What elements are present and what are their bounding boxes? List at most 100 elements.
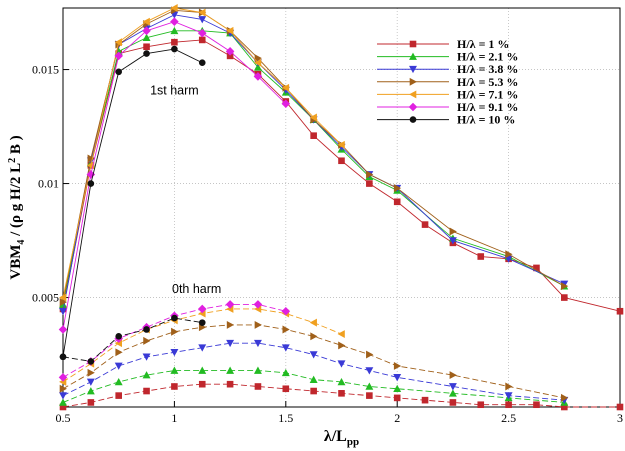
zeroth-harm-line xyxy=(62,317,203,362)
data-point xyxy=(225,300,235,309)
zeroth-harm-line xyxy=(62,383,620,408)
data-point xyxy=(142,371,151,379)
y-tick-label: 0.015 xyxy=(32,63,59,77)
data-point xyxy=(198,8,206,17)
data-point xyxy=(171,45,178,53)
legend-label: H/λ = 10 % xyxy=(457,113,515,127)
data-point xyxy=(253,300,263,309)
legend-label: H/λ = 2.1 % xyxy=(457,50,518,64)
data-point xyxy=(281,99,291,109)
data-point xyxy=(337,377,346,386)
data-point xyxy=(561,403,568,411)
first-harm-line xyxy=(62,48,203,357)
data-point xyxy=(449,227,457,236)
data-point xyxy=(409,65,417,74)
data-point xyxy=(393,198,401,206)
data-point xyxy=(448,389,457,397)
first-harm-line xyxy=(62,39,621,312)
data-point xyxy=(170,26,179,35)
data-point xyxy=(561,294,568,301)
data-point xyxy=(616,307,624,315)
data-point xyxy=(114,377,123,386)
data-point xyxy=(366,392,373,399)
data-point xyxy=(253,72,263,81)
data-point xyxy=(171,327,179,336)
data-point xyxy=(226,320,235,329)
data-point xyxy=(337,140,345,149)
first-harm-line xyxy=(62,9,565,303)
data-point xyxy=(533,264,540,272)
data-point xyxy=(198,16,207,24)
data-point xyxy=(59,298,67,307)
data-point xyxy=(282,325,290,334)
data-point xyxy=(170,4,178,12)
data-point xyxy=(59,293,67,302)
data-point xyxy=(448,237,457,245)
data-point xyxy=(114,362,123,370)
data-point xyxy=(142,26,151,36)
data-point xyxy=(59,384,67,393)
data-point xyxy=(409,52,417,60)
data-point xyxy=(310,387,317,395)
legend-label: H/λ = 3.8 % xyxy=(457,62,518,76)
data-point xyxy=(309,113,317,122)
data-point xyxy=(393,394,401,402)
annotation-label: 1st harm xyxy=(150,84,199,98)
legend: H/λ = 1 %H/λ = 2.1 %H/λ = 3.8 %H/λ = 5.3… xyxy=(377,37,518,127)
data-point xyxy=(338,157,345,165)
data-point xyxy=(87,358,95,365)
data-point xyxy=(171,38,178,46)
data-point xyxy=(253,339,262,348)
y-axis-title: VBM4 / (ρ g H/2 L2 B ) xyxy=(7,135,27,279)
data-point xyxy=(366,170,374,179)
data-point xyxy=(171,383,178,390)
data-point xyxy=(198,366,207,374)
x-tick-label: 1.5 xyxy=(278,411,293,425)
data-point xyxy=(170,366,179,374)
data-point xyxy=(114,38,122,47)
data-point xyxy=(143,43,150,51)
data-point xyxy=(393,374,402,382)
data-point xyxy=(115,348,123,357)
data-point xyxy=(253,58,262,67)
data-point xyxy=(393,362,402,370)
data-point xyxy=(408,102,418,112)
data-point xyxy=(421,221,429,228)
data-point xyxy=(281,83,290,92)
data-point xyxy=(87,368,95,377)
data-point xyxy=(198,319,206,326)
grid xyxy=(63,8,620,407)
axis-ticks: 0.5 1 1.5 2 2.5 3 0.005 0.01 0.015 xyxy=(32,63,623,425)
data-point xyxy=(448,383,457,391)
data-point xyxy=(409,77,417,86)
data-point xyxy=(338,390,345,397)
data-point xyxy=(59,392,67,400)
data-point xyxy=(310,132,317,139)
data-point xyxy=(393,184,402,193)
first-harm-line xyxy=(62,7,342,298)
y-tick-label: 0.01 xyxy=(38,177,59,191)
data-point xyxy=(226,366,235,374)
data-point xyxy=(226,52,234,60)
data-point xyxy=(477,253,485,260)
data-point xyxy=(281,368,290,377)
data-point xyxy=(115,392,122,399)
data-point xyxy=(143,387,150,395)
annotation-label: 0th harm xyxy=(172,282,221,296)
data-point xyxy=(226,26,234,35)
x-tick-label: 0.5 xyxy=(56,411,71,425)
data-point xyxy=(309,318,317,327)
data-point xyxy=(309,351,318,359)
data-point xyxy=(143,336,151,345)
legend-label: H/λ = 1 % xyxy=(457,37,509,51)
zeroth-harm-series xyxy=(58,300,624,411)
y-tick-label: 0.005 xyxy=(32,291,59,305)
data-point xyxy=(366,350,374,359)
data-point xyxy=(170,17,179,26)
data-point xyxy=(337,330,345,338)
data-point xyxy=(409,116,417,123)
data-point xyxy=(198,36,206,44)
data-point xyxy=(142,17,150,26)
data-point xyxy=(253,366,262,374)
data-point xyxy=(86,387,95,395)
